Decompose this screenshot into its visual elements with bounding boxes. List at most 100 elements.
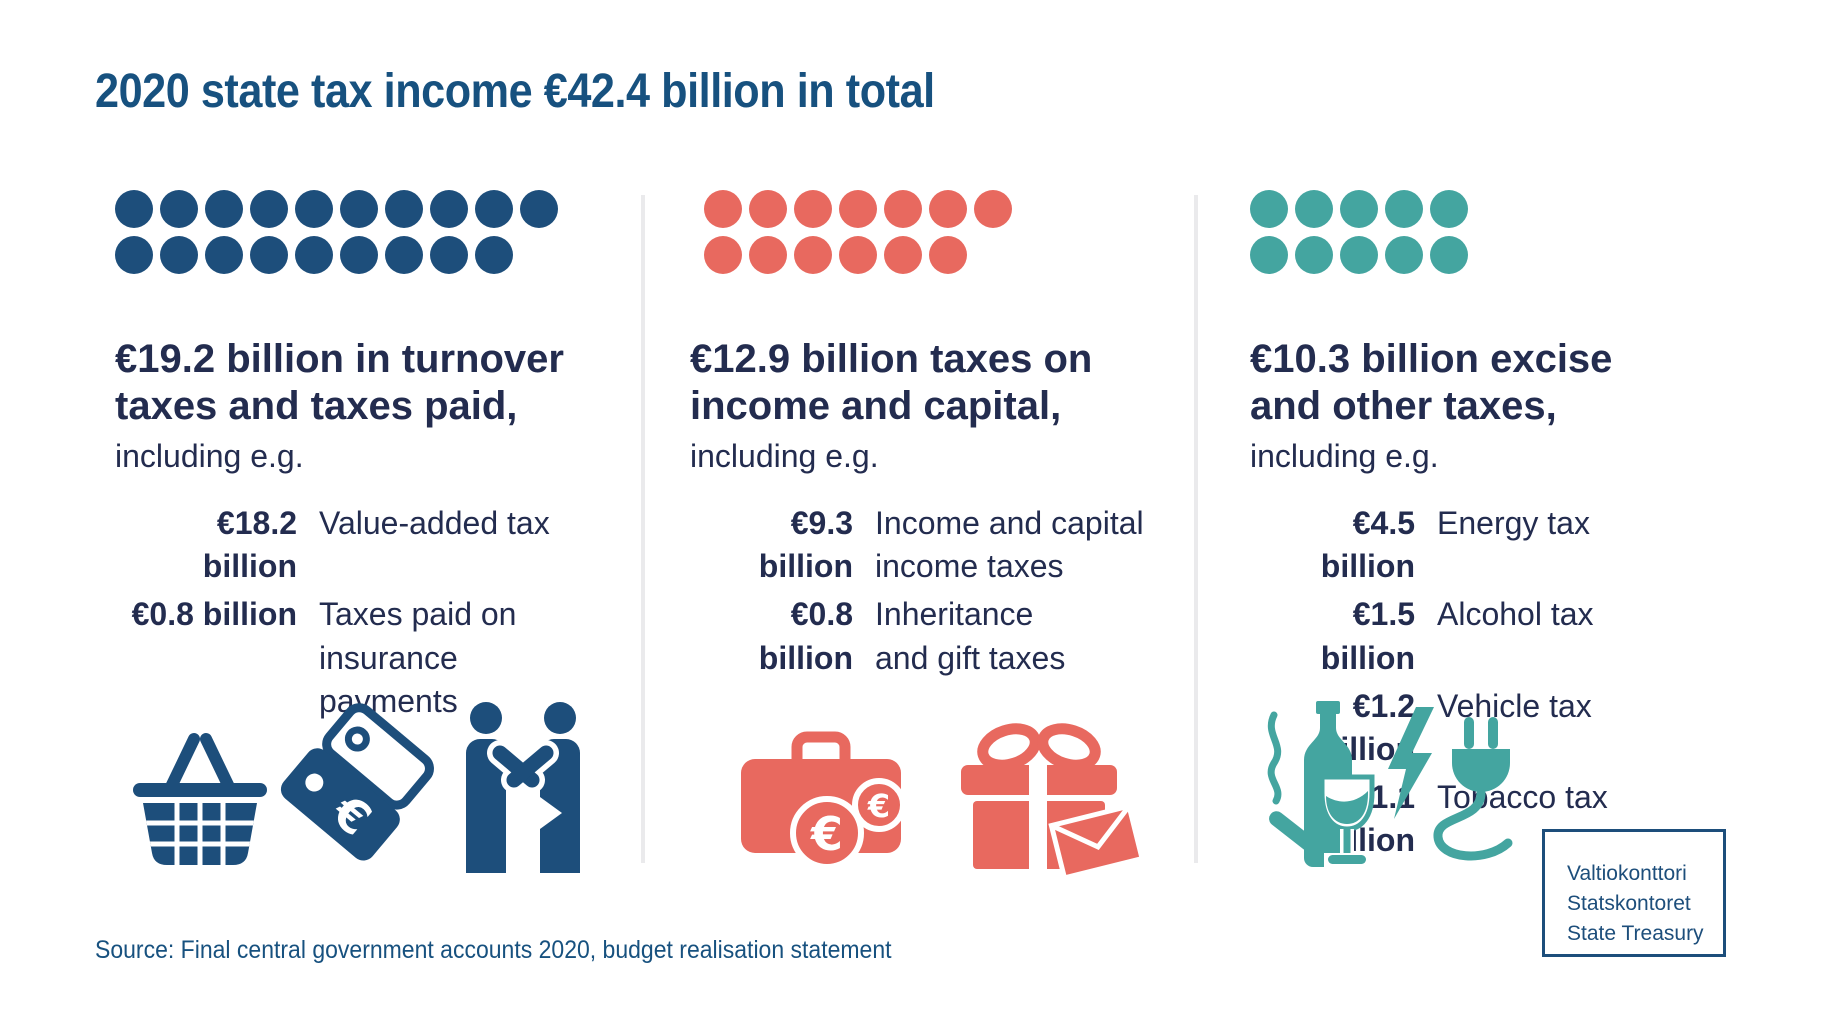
unit-dot — [160, 236, 198, 274]
column-subheading: including e.g. — [115, 438, 304, 475]
dot-pictogram-excise — [1250, 190, 1750, 274]
unit-dot — [884, 236, 922, 274]
breakdown-label: Taxes paid on insurance payments — [319, 596, 517, 719]
column-divider — [1194, 195, 1198, 863]
unit-dot — [340, 236, 378, 274]
breakdown-label: Tobacco tax — [1437, 779, 1608, 816]
unit-dot — [884, 190, 922, 228]
column-subheading: including e.g. — [690, 438, 879, 475]
column-heading: €12.9 billion taxes on income and capita… — [690, 337, 1093, 429]
unit-dot — [205, 236, 243, 274]
breakdown-row: €9.3 billion Income and capital income t… — [690, 502, 1190, 588]
unit-dot — [115, 190, 153, 228]
column-heading: €10.3 billion excise and other taxes, — [1250, 337, 1613, 429]
dot-row — [115, 236, 615, 274]
unit-dot — [250, 236, 288, 274]
unit-dot — [475, 236, 513, 274]
unit-dot — [839, 190, 877, 228]
unit-dot — [205, 190, 243, 228]
breakdown-row: €0.8 billion Inheritance and gift taxes — [690, 593, 1190, 679]
column-turnover-taxes: €19.2 billion in turnover taxes and taxe… — [115, 190, 615, 873]
unit-dot — [115, 236, 153, 274]
unit-dot — [1295, 236, 1333, 274]
dot-row — [704, 190, 1190, 228]
column-heading: €19.2 billion in turnover taxes and taxe… — [115, 337, 564, 429]
alcohol-tobacco-icon — [1267, 701, 1375, 867]
svg-text:€: € — [810, 807, 843, 861]
unit-dot — [520, 190, 558, 228]
unit-dot — [1340, 190, 1378, 228]
dot-row — [115, 190, 615, 228]
breakdown-row: €1.5 billion Alcohol tax — [1250, 593, 1750, 679]
breakdown-label: Income and capital income taxes — [875, 504, 1144, 585]
gift-envelope-icon — [961, 723, 1146, 881]
breakdown-list: €18.2 billion Value-added tax €0.8 billi… — [115, 502, 615, 723]
column-excise-other-taxes: €10.3 billion excise and other taxes, in… — [1250, 190, 1750, 867]
breakdown-row: €4.5 billion Energy tax — [1250, 502, 1750, 588]
unit-dot — [974, 190, 1012, 228]
price-tag-euro-icon: € — [280, 703, 434, 861]
dot-row — [1250, 190, 1750, 228]
dot-pictogram-turnover — [115, 190, 615, 274]
breakdown-label: Value-added tax — [319, 504, 550, 541]
unit-dot — [749, 236, 787, 274]
page-title: 2020 state tax income €42.4 billion in t… — [95, 65, 935, 118]
unit-dot — [160, 190, 198, 228]
unit-dot — [385, 236, 423, 274]
unit-dot — [1430, 236, 1468, 274]
dot-row — [1250, 236, 1750, 274]
dot-pictogram-income — [704, 190, 1190, 274]
unit-dot — [1250, 190, 1288, 228]
icon-row-turnover: € — [130, 695, 598, 873]
unit-dot — [430, 190, 468, 228]
unit-dot — [929, 190, 967, 228]
column-income-capital-taxes: €12.9 billion taxes on income and capita… — [690, 190, 1190, 881]
breakdown-label: Inheritance and gift taxes — [875, 596, 1066, 676]
logo-line-en: State Treasury — [1567, 922, 1704, 945]
breakdown-amount: €18.2 billion — [202, 504, 297, 585]
briefcase-euro-icon: € € — [741, 731, 906, 870]
breakdown-label: Alcohol tax — [1437, 596, 1594, 633]
breakdown-amount: €0.8 billion — [758, 596, 853, 676]
shopping-basket-icon — [133, 733, 267, 865]
column-divider — [641, 195, 645, 863]
unit-dot — [250, 190, 288, 228]
unit-dot — [1385, 236, 1423, 274]
unit-dot — [295, 190, 333, 228]
breakdown-row: €18.2 billion Value-added tax — [115, 502, 615, 588]
logo-line-sv: Statskontoret — [1567, 892, 1691, 915]
handshake-people-icon — [466, 702, 580, 873]
dot-row — [704, 236, 1190, 274]
unit-dot — [1250, 236, 1288, 274]
unit-dot — [704, 236, 742, 274]
breakdown-amount: €9.3 billion — [758, 504, 853, 585]
icon-row-income: € € — [735, 695, 1146, 881]
unit-dot — [929, 236, 967, 274]
breakdown-amount: €0.8 billion — [131, 596, 297, 633]
unit-dot — [1430, 190, 1468, 228]
svg-text:€: € — [867, 787, 890, 825]
unit-dot — [340, 190, 378, 228]
unit-dot — [475, 190, 513, 228]
unit-dot — [295, 236, 333, 274]
column-subheading: including e.g. — [1250, 438, 1439, 475]
unit-dot — [1385, 190, 1423, 228]
breakdown-label: Energy tax — [1437, 504, 1590, 541]
breakdown-row: €0.8 billion Taxes paid on insurance pay… — [115, 593, 615, 723]
energy-plug-icon — [1388, 707, 1513, 861]
unit-dot — [385, 190, 423, 228]
unit-dot — [794, 236, 832, 274]
icon-row-excise — [1260, 695, 1513, 873]
breakdown-label: Vehicle tax — [1437, 687, 1592, 724]
source-note: Source: Final central government account… — [95, 936, 892, 964]
breakdown-list: €9.3 billion Income and capital income t… — [690, 502, 1190, 680]
unit-dot — [839, 236, 877, 274]
unit-dot — [794, 190, 832, 228]
unit-dot — [1295, 190, 1333, 228]
breakdown-amount: €4.5 billion — [1320, 504, 1415, 585]
unit-dot — [749, 190, 787, 228]
state-treasury-logo: Valtiokonttori Statskontoret State Treas… — [1542, 829, 1726, 957]
logo-line-fi: Valtiokonttori — [1567, 862, 1687, 885]
unit-dot — [704, 190, 742, 228]
